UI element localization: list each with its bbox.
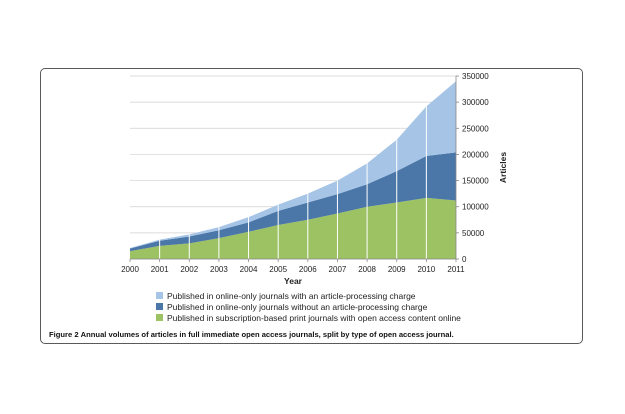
y-tick-label: 150000 [462,177,489,186]
legend-entry: Published in subscription-based print jo… [167,313,461,323]
x-tick-label: 2010 [417,265,435,274]
y-tick-label: 50000 [462,229,485,238]
caption-text: Annual volumes of articles in full immed… [80,330,454,339]
year-separators [159,106,427,259]
legend-swatch [156,314,163,321]
legend-swatch [156,303,163,310]
x-tick-label: 2007 [329,265,347,274]
x-tick-label: 2004 [240,265,258,274]
legend: Published in online-only journals with a… [156,291,461,323]
x-tick-label: 2006 [299,265,317,274]
legend-entry: Published in online-only journals with a… [167,291,416,301]
y-tick-label: 300000 [462,98,489,107]
y-tick-label: 200000 [462,150,489,159]
y-axis-title: Articles [498,152,508,183]
series-area-1 [130,152,456,252]
series-area-2 [130,81,456,249]
x-tick-label: 2002 [180,265,198,274]
y-tick-label: 100000 [462,203,489,212]
figure-caption: Figure 2 Annual volumes of articles in f… [49,330,579,339]
figure-label: Figure 2 [49,330,79,339]
legend-swatch [156,292,163,299]
x-tick-label: 2011 [447,265,465,274]
y-tick-label: 250000 [462,124,489,133]
series-area-0 [130,197,456,259]
series-areas [130,81,456,259]
x-tick-label: 2008 [358,265,376,274]
x-tick-label: 2005 [269,265,287,274]
x-axis: 2000 2001 2002 2003 2004 2005 2006 2007 2008 2009… [121,258,465,274]
y-tick-label: 350000 [462,72,489,81]
legend-entry: Published in online-only journals withou… [167,302,428,312]
x-tick-label: 2009 [388,265,406,274]
x-tick-label: 2000 [121,265,139,274]
y-axis: 0 50000 100000 150000 200000 250000 300000 3500… [455,72,489,264]
x-tick-label: 2003 [210,265,228,274]
y-tick-label: 0 [462,255,467,264]
x-axis-title: Year [284,276,303,286]
x-tick-label: 2001 [151,265,169,274]
